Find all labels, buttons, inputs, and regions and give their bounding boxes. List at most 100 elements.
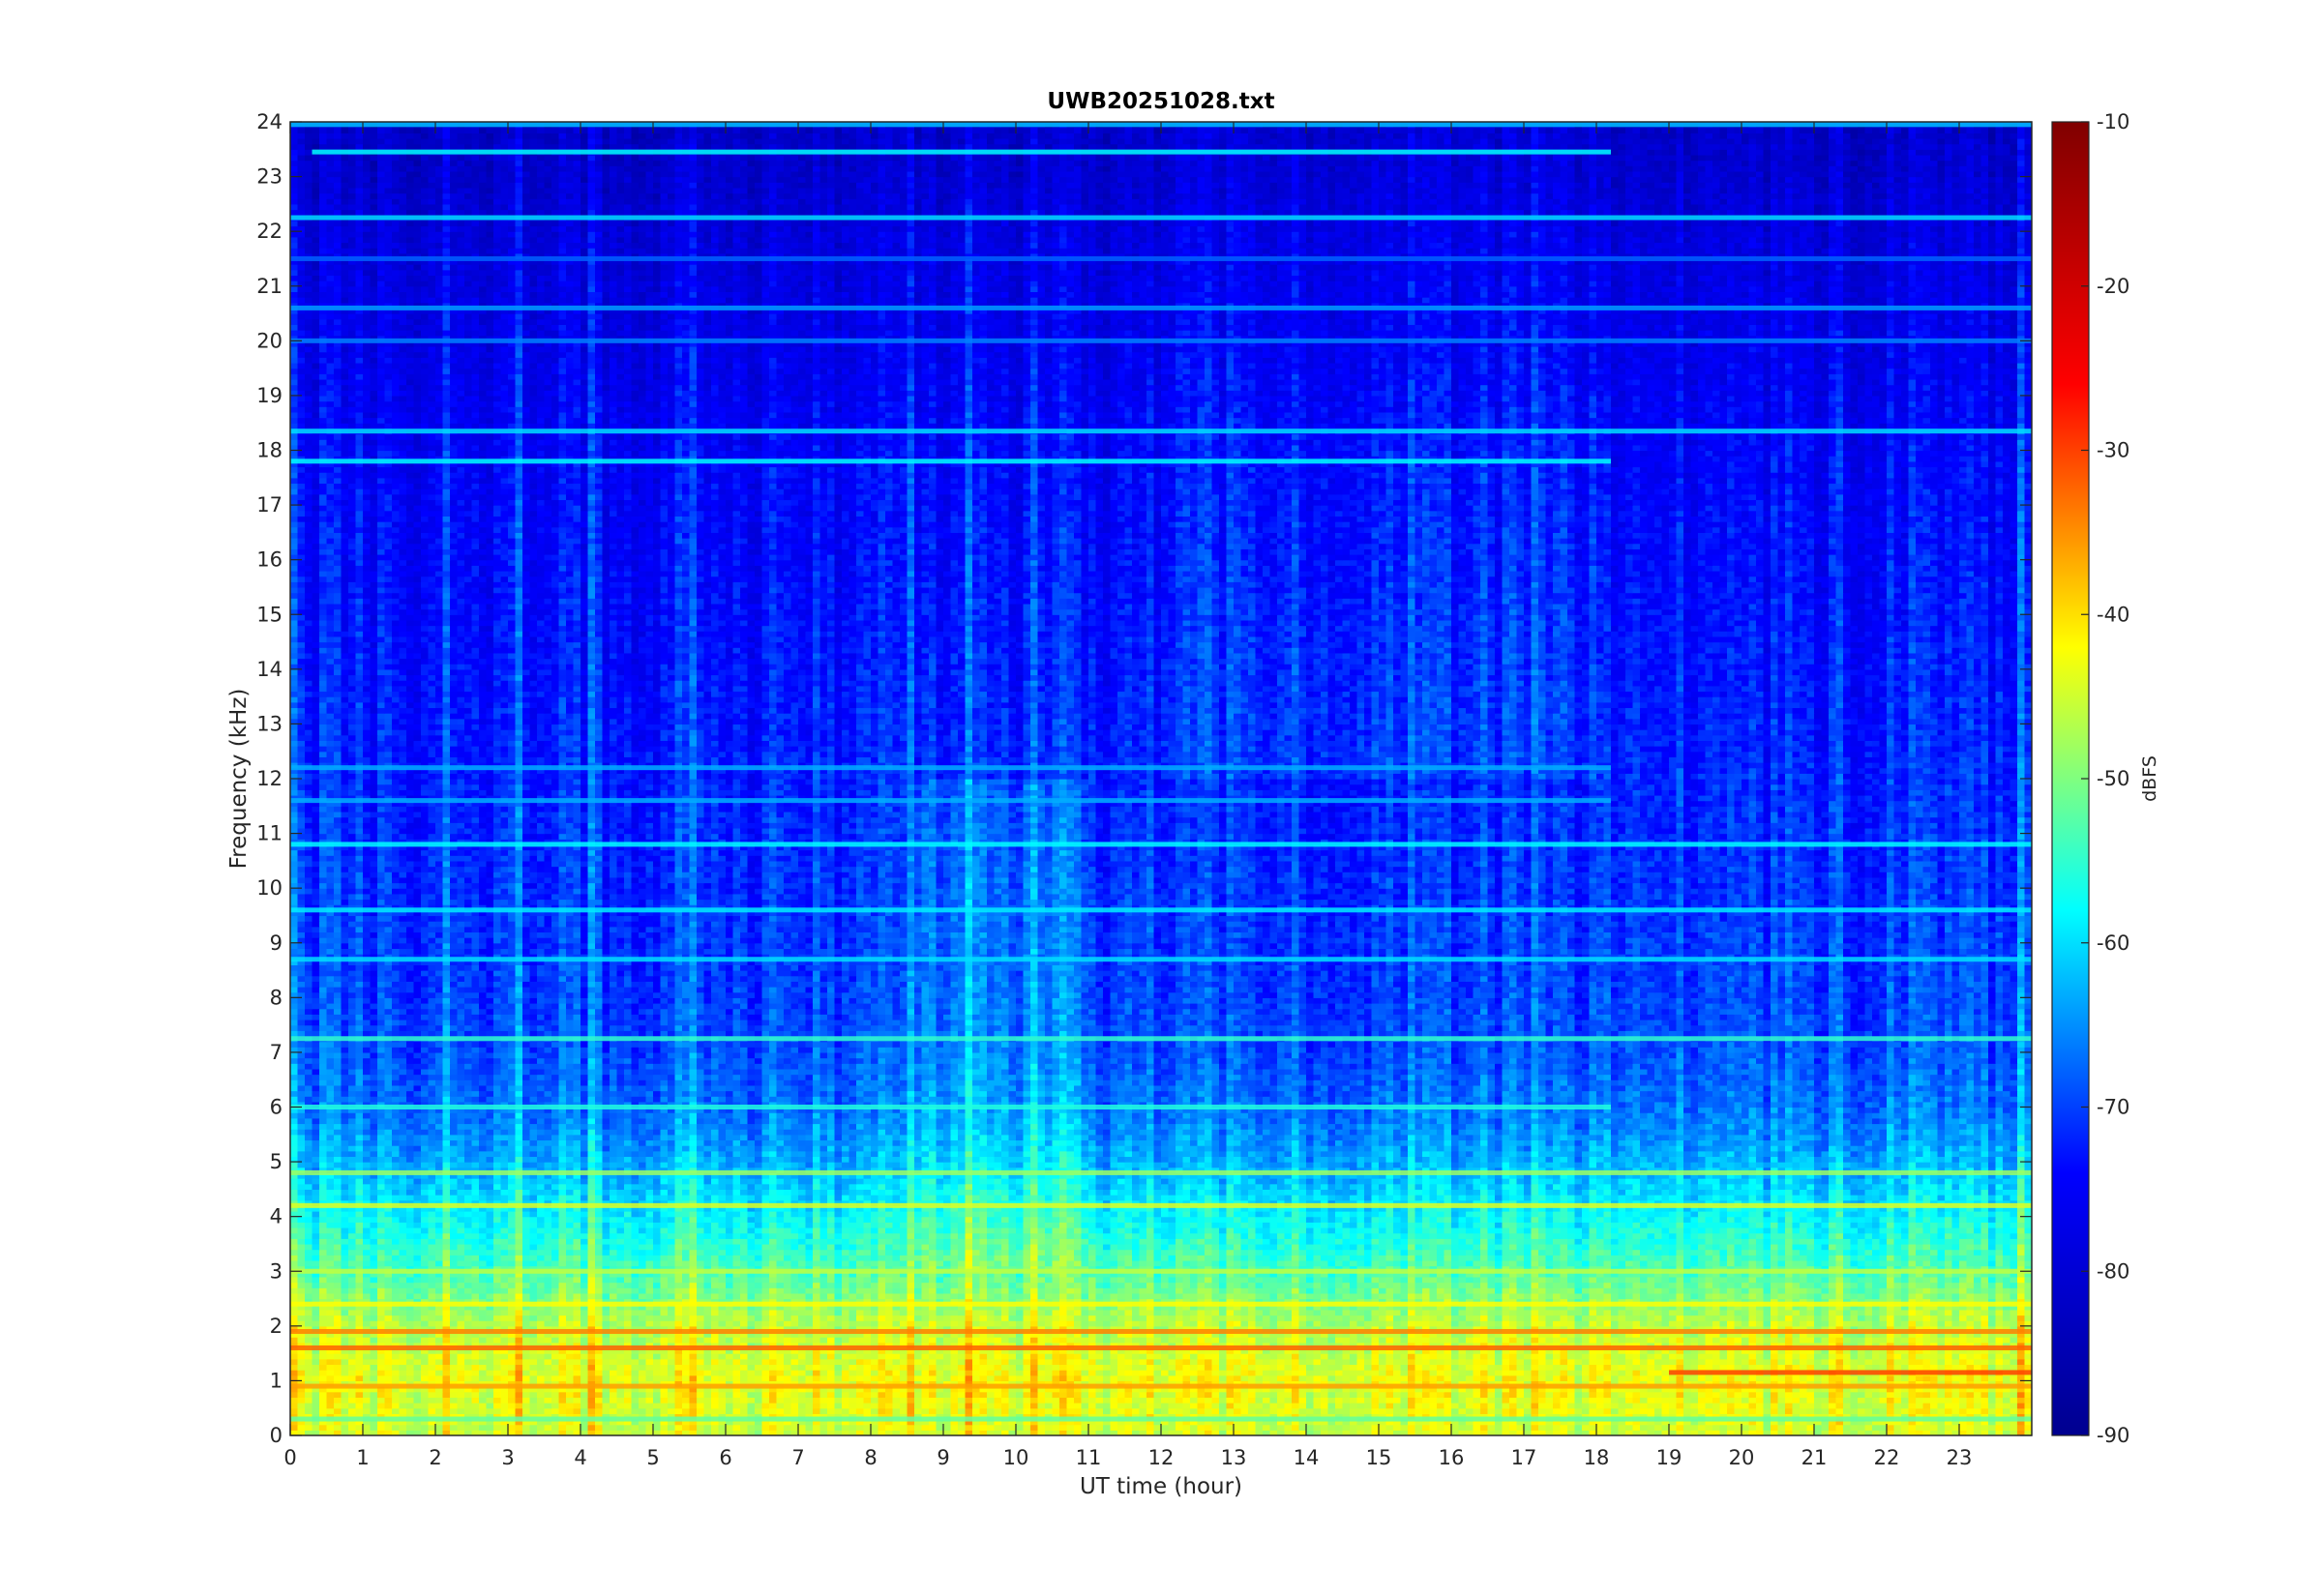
heatmap-cell (1277, 1425, 1285, 1431)
heatmap-cell (1538, 1403, 1546, 1408)
heatmap-cell (1887, 1408, 1894, 1414)
heatmap-cell (835, 1408, 843, 1414)
heatmap-cell (704, 1408, 712, 1414)
heatmap-cell (1959, 1425, 1967, 1431)
heatmap-cell (1292, 1425, 1299, 1431)
heatmap-cell (632, 1375, 640, 1381)
heatmap-cell (566, 1364, 574, 1370)
heatmap-cell (1648, 1408, 1655, 1414)
heatmap-cell (2010, 1408, 2018, 1414)
heatmap-cell (1480, 1408, 1488, 1414)
heatmap-cell (1727, 1408, 1735, 1414)
heatmap-cell (1764, 1375, 1771, 1381)
heatmap-cell (908, 1408, 915, 1414)
heatmap-cell (1364, 1408, 1372, 1414)
heatmap-cell (1161, 1425, 1169, 1431)
heatmap-cell (668, 1392, 675, 1398)
heatmap-cell (661, 1403, 669, 1408)
heatmap-cell (429, 1397, 436, 1403)
heatmap-cell (690, 1403, 698, 1408)
heatmap-cell (1451, 1397, 1459, 1403)
heatmap-cell (508, 1364, 516, 1370)
heatmap-cell (595, 1403, 603, 1408)
heatmap-cell (1059, 1392, 1067, 1398)
heatmap-cell (406, 1408, 414, 1414)
heatmap-cell (1981, 1403, 1989, 1408)
heatmap-cell (1538, 1375, 1546, 1381)
heatmap-cell (1350, 1364, 1357, 1370)
heatmap-cell (1132, 1364, 1140, 1370)
heatmap-cell (864, 1425, 872, 1431)
heatmap-cell (1865, 1425, 1873, 1431)
heatmap-cell (842, 1408, 849, 1414)
heatmap-cell (791, 1392, 799, 1398)
heatmap-cell (1524, 1392, 1532, 1398)
heatmap-cell (856, 1392, 864, 1398)
heatmap-cell (1474, 1408, 1481, 1414)
heatmap-cell (958, 1408, 966, 1414)
heatmap-cell (1125, 1397, 1133, 1403)
heatmap-cell (319, 1392, 327, 1398)
heatmap-cell (769, 1408, 777, 1414)
heatmap-cell (551, 1392, 559, 1398)
heatmap-cell (464, 1392, 472, 1398)
heatmap-cell (1611, 1375, 1619, 1381)
heatmap-cell (987, 1397, 995, 1403)
heatmap-cell (1053, 1370, 1060, 1375)
heatmap-cell (937, 1397, 944, 1403)
heatmap-cell (1386, 1408, 1394, 1414)
heatmap-cell (1807, 1397, 1815, 1403)
heatmap-cell (1096, 1359, 1104, 1365)
heatmap-cell (1640, 1364, 1648, 1370)
heatmap-cell (1299, 1403, 1307, 1408)
heatmap-cell (1422, 1370, 1430, 1375)
heatmap-cell (1590, 1375, 1597, 1381)
heatmap-cell (1393, 1408, 1401, 1414)
heatmap-cell (537, 1370, 545, 1375)
heatmap-cell (1872, 1392, 1880, 1398)
heatmap-cell (1299, 1392, 1307, 1398)
heatmap-cell (755, 1397, 762, 1403)
heatmap-cell (1270, 1364, 1278, 1370)
heatmap-cell (1771, 1397, 1778, 1403)
heatmap-cell (1082, 1375, 1089, 1381)
heatmap-cell (1045, 1425, 1053, 1431)
heatmap-cell (377, 1408, 385, 1414)
heatmap-cell (545, 1392, 552, 1398)
heatmap-cell (2003, 1408, 2010, 1414)
heatmap-cell (1088, 1359, 1096, 1365)
heatmap-cell (1176, 1364, 1183, 1370)
heatmap-cell (580, 1397, 588, 1403)
heatmap-cell (1691, 1408, 1699, 1414)
heatmap-cell (443, 1359, 451, 1365)
heatmap-cell (400, 1397, 407, 1403)
heatmap-cell (798, 1375, 806, 1381)
heatmap-cell (1357, 1397, 1365, 1403)
heatmap-cell (668, 1364, 675, 1370)
heatmap-cell (1590, 1370, 1597, 1375)
heatmap-cell (1190, 1364, 1198, 1370)
heatmap-cell (1009, 1397, 1017, 1403)
heatmap-cell (516, 1359, 523, 1365)
heatmap-cell (1096, 1403, 1104, 1408)
heatmap-cell (1045, 1375, 1053, 1381)
heatmap-cell (1785, 1375, 1793, 1381)
heatmap-cell (1880, 1392, 1888, 1398)
heatmap-cell (1299, 1364, 1307, 1370)
heatmap-cell (668, 1408, 675, 1414)
heatmap-cell (711, 1370, 719, 1375)
heatmap-cell (1422, 1408, 1430, 1414)
heatmap-cell (958, 1392, 966, 1398)
heatmap-cell (406, 1375, 414, 1381)
heatmap-cell (769, 1359, 777, 1365)
heatmap-cell (1764, 1397, 1771, 1403)
heatmap-cell (1822, 1425, 1830, 1431)
heatmap-cell (733, 1425, 741, 1431)
heatmap-cell (966, 1359, 973, 1365)
heatmap-cell (1691, 1425, 1699, 1431)
heatmap-cell (472, 1364, 480, 1370)
heatmap-cell (1444, 1370, 1452, 1375)
heatmap-cell (1285, 1364, 1293, 1370)
heatmap-cell (813, 1370, 820, 1375)
heatmap-cell (1546, 1375, 1554, 1381)
